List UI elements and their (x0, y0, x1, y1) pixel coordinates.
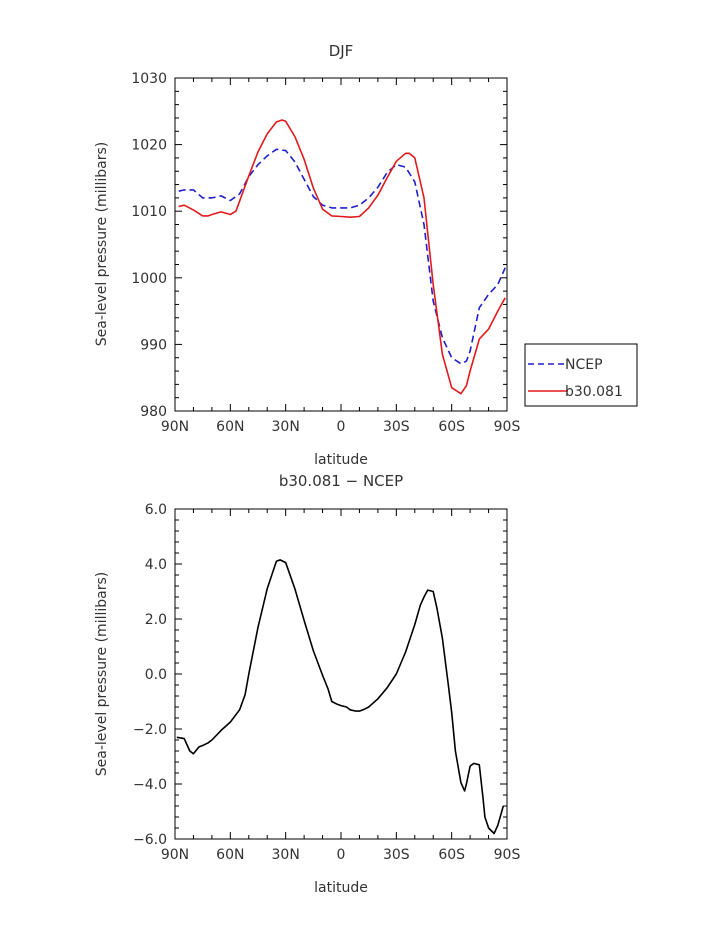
x-tick-label: 30S (383, 847, 410, 863)
chart-panel-djf: DJF Sea-level pressure (millibars) latit… (94, 42, 638, 468)
y-tick-label: 0.0 (145, 667, 167, 683)
x-tick-label: 30S (383, 419, 410, 435)
x-tick-label: 90N (161, 847, 189, 863)
y-tick-label: −4.0 (133, 777, 167, 793)
y-tick-label: −6.0 (133, 832, 167, 848)
ticks-bottom: 90N 60N 30N 0 30S 60S 90S −6.0 −4.0 −2.0 0.0 2.0 4.0… (133, 502, 520, 863)
series-line-b30-081 (178, 119, 506, 395)
chart-panel-difference: b30.081 − NCEP Sea-level pressure (milli… (94, 472, 520, 896)
y-tick-label: 1020 (131, 138, 167, 154)
legend: NCEP b30.081 (524, 343, 638, 407)
x-tick-label: 60N (216, 419, 244, 435)
x-axis-label-top: latitude (314, 452, 368, 468)
y-tick-label: 1000 (131, 271, 167, 287)
y-tick-label: 1010 (131, 204, 167, 220)
x-tick-label: 90N (161, 419, 189, 435)
series-group-bottom (176, 559, 505, 835)
series-line-ncep (178, 148, 506, 365)
series-line-difference (176, 559, 505, 835)
y-tick-label: 4.0 (145, 557, 167, 573)
y-tick-label: 6.0 (145, 502, 167, 518)
x-axis-label-bottom: latitude (314, 880, 368, 896)
y-tick-label: 1030 (131, 71, 167, 87)
plot-frame-bottom (174, 508, 508, 840)
x-tick-label: 0 (337, 419, 346, 435)
legend-label-b30: b30.081 (565, 384, 623, 400)
x-tick-label: 60N (216, 847, 244, 863)
ticks-top: 90N 60N 30N 0 30S 60S 90S 980 990 1000 1010 1020 103… (131, 71, 520, 435)
x-tick-label: 0 (337, 847, 346, 863)
y-tick-label: 990 (140, 337, 167, 353)
x-tick-label: 90S (494, 419, 521, 435)
legend-label-ncep: NCEP (565, 357, 603, 373)
legend-box (524, 343, 638, 407)
x-tick-label: 90S (494, 847, 521, 863)
x-tick-label: 60S (438, 847, 465, 863)
series-group-top (178, 119, 506, 395)
x-tick-label: 30N (272, 847, 300, 863)
chart-title-bottom: b30.081 − NCEP (279, 472, 403, 490)
y-tick-label: 980 (140, 404, 167, 420)
y-axis-label-bottom: Sea-level pressure (millibars) (94, 572, 110, 776)
y-tick-label: 2.0 (145, 612, 167, 628)
x-tick-label: 30N (272, 419, 300, 435)
y-axis-label-top: Sea-level pressure (millibars) (94, 142, 110, 346)
chart-title-top: DJF (329, 42, 354, 60)
y-tick-label: −2.0 (133, 722, 167, 738)
x-tick-label: 60S (438, 419, 465, 435)
